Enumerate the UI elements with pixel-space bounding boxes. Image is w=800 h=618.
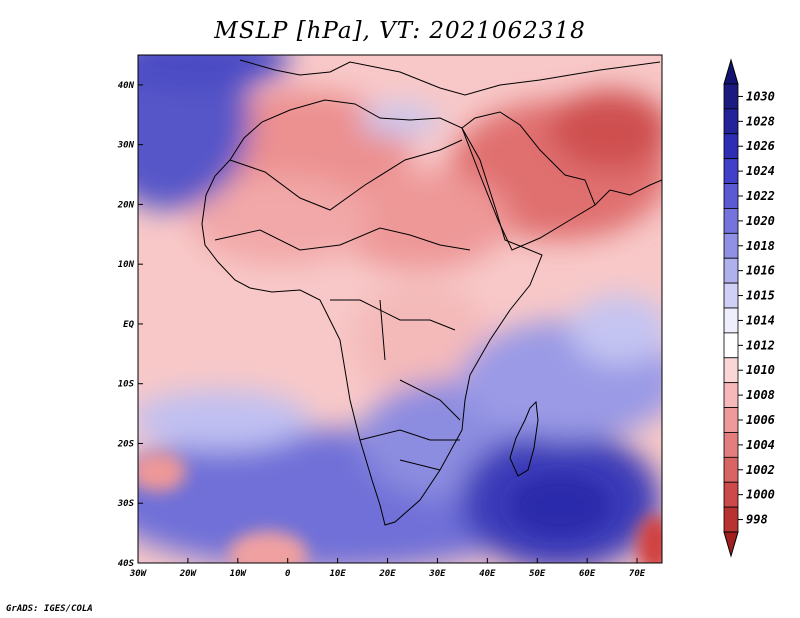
europe-coastline — [239, 59, 661, 96]
colorbar-swatch — [723, 183, 739, 209]
colorbar-swatch — [723, 407, 739, 433]
colorbar-label: 1016 — [746, 264, 775, 278]
lat-tick-label: 40S — [118, 559, 135, 569]
colorbar-swatch — [723, 382, 739, 408]
map-frame — [137, 54, 663, 564]
colorbar-label: 1020 — [746, 214, 775, 228]
colorbar-label: 1015 — [746, 289, 775, 303]
lat-tick-label: 10N — [118, 260, 135, 270]
colorbar-label: 1024 — [746, 164, 775, 178]
colorbar-swatch — [723, 307, 739, 334]
lat-tick-label: 20N — [117, 200, 135, 210]
lon-tick-label: 70E — [629, 569, 646, 579]
colorbar-top-arrow — [723, 58, 739, 85]
longitude-axis: 30W 20W 10W 0 10E 20E 30E 40E 50E 60E 70E — [129, 558, 646, 579]
colorbar-label: 1014 — [746, 313, 775, 327]
colorbar-bottom-arrow — [723, 531, 739, 558]
lon-tick-label: 0 — [285, 569, 291, 579]
border-south — [359, 429, 460, 471]
colorbar-label: 1018 — [746, 239, 775, 253]
border-sahara — [229, 139, 463, 211]
africa-coastline — [201, 99, 543, 526]
lon-tick-label: 30E — [428, 569, 446, 579]
colorbar-label: 1002 — [746, 463, 775, 477]
arabia-coastline — [461, 111, 596, 251]
border-sahel — [214, 227, 471, 251]
border-central — [330, 299, 461, 421]
colorbar-label: 1006 — [746, 413, 775, 427]
colorbar-swatch — [723, 108, 739, 135]
lon-tick-label: 10E — [329, 569, 346, 579]
map-title: MSLP [hPa], VT: 2021062318 — [214, 18, 586, 44]
colorbar-label: 1028 — [746, 114, 775, 128]
colorbar-swatch — [723, 83, 739, 110]
colorbar-swatch — [723, 432, 739, 458]
lon-tick-label: 50E — [529, 569, 546, 579]
pressure-field — [138, 55, 662, 563]
colorbar-label: 998 — [746, 513, 768, 527]
latitude-axis: 40N 30N 20N 10N EQ 10S 20S 30S 40S — [117, 81, 143, 569]
lat-tick-label: 30N — [117, 141, 135, 151]
colorbar-swatch — [723, 158, 739, 184]
lon-tick-label: 40E — [479, 569, 496, 579]
colorbar-label: 1026 — [746, 139, 775, 153]
colorbar-label: 1012 — [746, 338, 775, 352]
lat-tick-label: 20S — [117, 439, 135, 449]
colorbar-swatch — [723, 332, 739, 359]
colorbar-swatch — [723, 282, 739, 309]
grads-credit: GrADS: IGES/COLA — [6, 604, 93, 614]
colorbar-label: 1010 — [746, 363, 775, 377]
colorbar-swatch — [723, 456, 739, 483]
colorbar-label: 1004 — [746, 438, 775, 452]
colorbar-swatch — [723, 506, 739, 533]
lat-tick-label: 40N — [118, 81, 135, 91]
colorbar-label: 1030 — [746, 89, 775, 103]
madagascar-coastline — [509, 400, 539, 477]
colorbar-label: 1022 — [746, 189, 775, 203]
lon-tick-label: 20E — [378, 569, 396, 579]
lat-tick-label: 30S — [117, 499, 135, 509]
colorbar-swatch — [723, 208, 739, 234]
colorbar-label: 1008 — [746, 388, 775, 402]
lon-tick-label: 60E — [579, 569, 596, 579]
lon-tick-label: 10W — [230, 569, 248, 579]
lat-tick-label: 10S — [118, 380, 135, 390]
colorbar-swatch — [723, 357, 739, 384]
colorbar-swatch — [723, 133, 739, 160]
colorbar: 1030 1028 1026 1024 1022 1020 1018 1016 1015 1014… — [723, 58, 775, 558]
coastlines — [201, 59, 662, 526]
colorbar-swatch — [723, 481, 739, 508]
colorbar-swatch — [723, 257, 739, 284]
lon-tick-label: 30W — [129, 569, 148, 579]
asia-coastline — [594, 179, 662, 206]
colorbar-label: 1000 — [746, 488, 775, 502]
lat-tick-label: EQ — [123, 320, 134, 330]
lon-tick-label: 20W — [179, 569, 198, 579]
colorbar-swatch — [723, 232, 739, 259]
